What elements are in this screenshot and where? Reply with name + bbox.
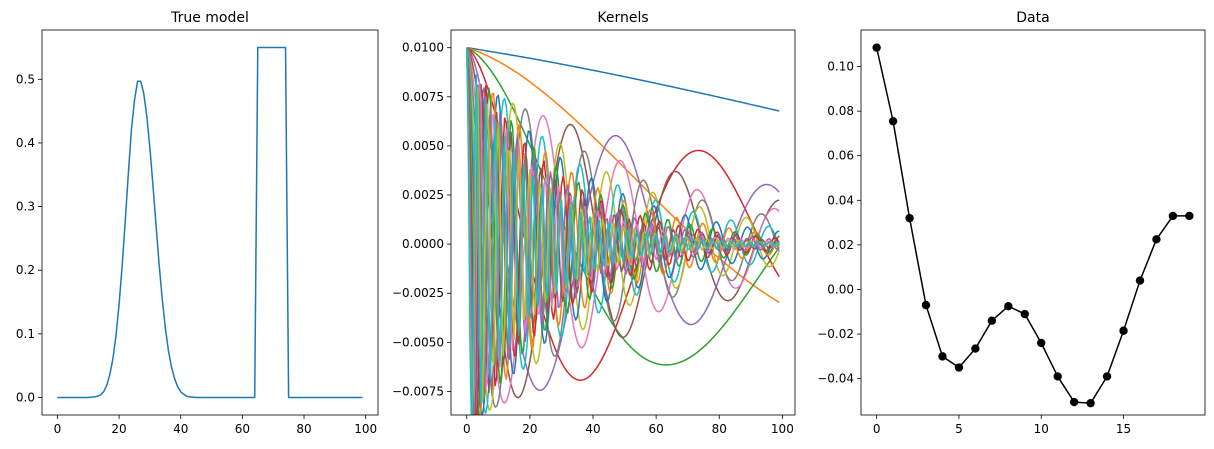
y-tick-label: 0.10 (827, 60, 854, 74)
y-tick-label: −0.02 (817, 327, 854, 341)
kernel-line-6 (466, 47, 780, 399)
data-point (1037, 338, 1046, 348)
x-tick-label: 0 (54, 422, 62, 436)
y-tick-label: −0.0075 (392, 384, 444, 398)
x-tick-label: 100 (354, 422, 377, 436)
data-point (971, 344, 980, 353)
x-tick-label: 10 (1034, 422, 1049, 436)
x-tick-label: 80 (712, 422, 727, 436)
y-tick-label: 0.1 (16, 327, 35, 341)
y-tick-label: 0.5 (16, 72, 35, 86)
y-tick-label: 0.3 (16, 200, 35, 214)
x-tick-label: 0 (463, 422, 471, 436)
y-tick-label: 0.0050 (402, 139, 444, 153)
kernel-line-19 (466, 47, 780, 415)
y-tick-label: 0.0100 (402, 41, 444, 55)
y-tick-label: 0.0025 (402, 188, 444, 202)
data-point (1053, 372, 1062, 381)
data-point (987, 316, 997, 325)
data-point (872, 43, 881, 52)
x-tick-label: 60 (235, 422, 250, 436)
data-point (1152, 235, 1161, 244)
x-tick-label: 40 (585, 422, 600, 436)
chart-1: True model 0 20 40 60 80 100 0.0 0.1 0.2 0.3 0.4 0.5 (16, 10, 379, 436)
chart-title: Kernels (597, 10, 648, 26)
x-tick-label: 60 (648, 422, 663, 436)
chart-title: Data (1016, 10, 1049, 26)
data-point (1185, 211, 1194, 221)
data-point (1069, 397, 1079, 407)
y-tick-label: −0.04 (817, 372, 854, 386)
y-tick-label: 0.08 (827, 104, 854, 118)
data-point (905, 213, 914, 223)
data-point (1102, 372, 1112, 381)
true-model-line (57, 46, 363, 399)
kernel-line-16 (466, 47, 780, 415)
axes-frame (860, 29, 1206, 416)
data-line (875, 47, 1190, 404)
kernel-line-17 (466, 47, 780, 415)
y-tick-label: 0.0000 (402, 237, 444, 251)
data-point (954, 363, 964, 372)
kernel-line-14 (466, 47, 780, 415)
chart-title: True model (170, 10, 249, 26)
kernel-line-9 (466, 47, 780, 411)
x-tick-label: 5 (955, 422, 963, 436)
data-point (1004, 302, 1013, 311)
y-tick-label: 0.06 (827, 149, 854, 163)
axes-frame (41, 29, 379, 416)
kernel-line-20 (466, 47, 780, 415)
data-point (1086, 398, 1095, 408)
y-tick-label: 0.00 (827, 282, 854, 296)
data-point (1168, 211, 1178, 221)
x-tick-label: 20 (522, 422, 537, 436)
x-tick-label: 20 (111, 422, 126, 436)
x-tick-label: 40 (173, 422, 188, 436)
chart-3: Data 0 5 10 15 −0.04 −0.02 0.00 0.02 0.04 0.06 0.08… (817, 10, 1206, 436)
kernel-line-4 (466, 47, 780, 381)
data-point (921, 300, 931, 310)
y-tick-label: 0.2 (16, 263, 35, 277)
kernel-lines (466, 46, 780, 415)
y-tick-label: −0.0050 (392, 335, 444, 349)
chart-2: Kernels 0 20 40 60 80 100 −0.0075 −0.0050 −0.0025… (392, 10, 796, 436)
y-tick-label: 0.04 (827, 193, 854, 207)
x-tick-label: 0 (873, 422, 881, 436)
kernel-line-3 (466, 47, 780, 366)
y-tick-label: 0.0 (16, 391, 35, 405)
kernel-line-1 (466, 46, 780, 112)
data-point (1020, 309, 1029, 319)
x-tick-label: 80 (296, 422, 311, 436)
y-tick-label: −0.0025 (392, 286, 444, 300)
x-tick-label: 15 (1116, 422, 1131, 436)
y-tick-label: 0.4 (16, 136, 35, 150)
axes-frame (450, 29, 796, 416)
data-point (938, 352, 947, 361)
y-tick-label: 0.02 (827, 238, 854, 252)
data-point (1119, 326, 1128, 335)
data-point (1135, 276, 1145, 285)
kernel-line-2 (466, 46, 780, 304)
x-tick-label: 100 (771, 422, 794, 436)
y-tick-label: 0.0075 (402, 90, 444, 104)
data-point (888, 116, 898, 126)
kernel-line-12 (466, 47, 780, 415)
